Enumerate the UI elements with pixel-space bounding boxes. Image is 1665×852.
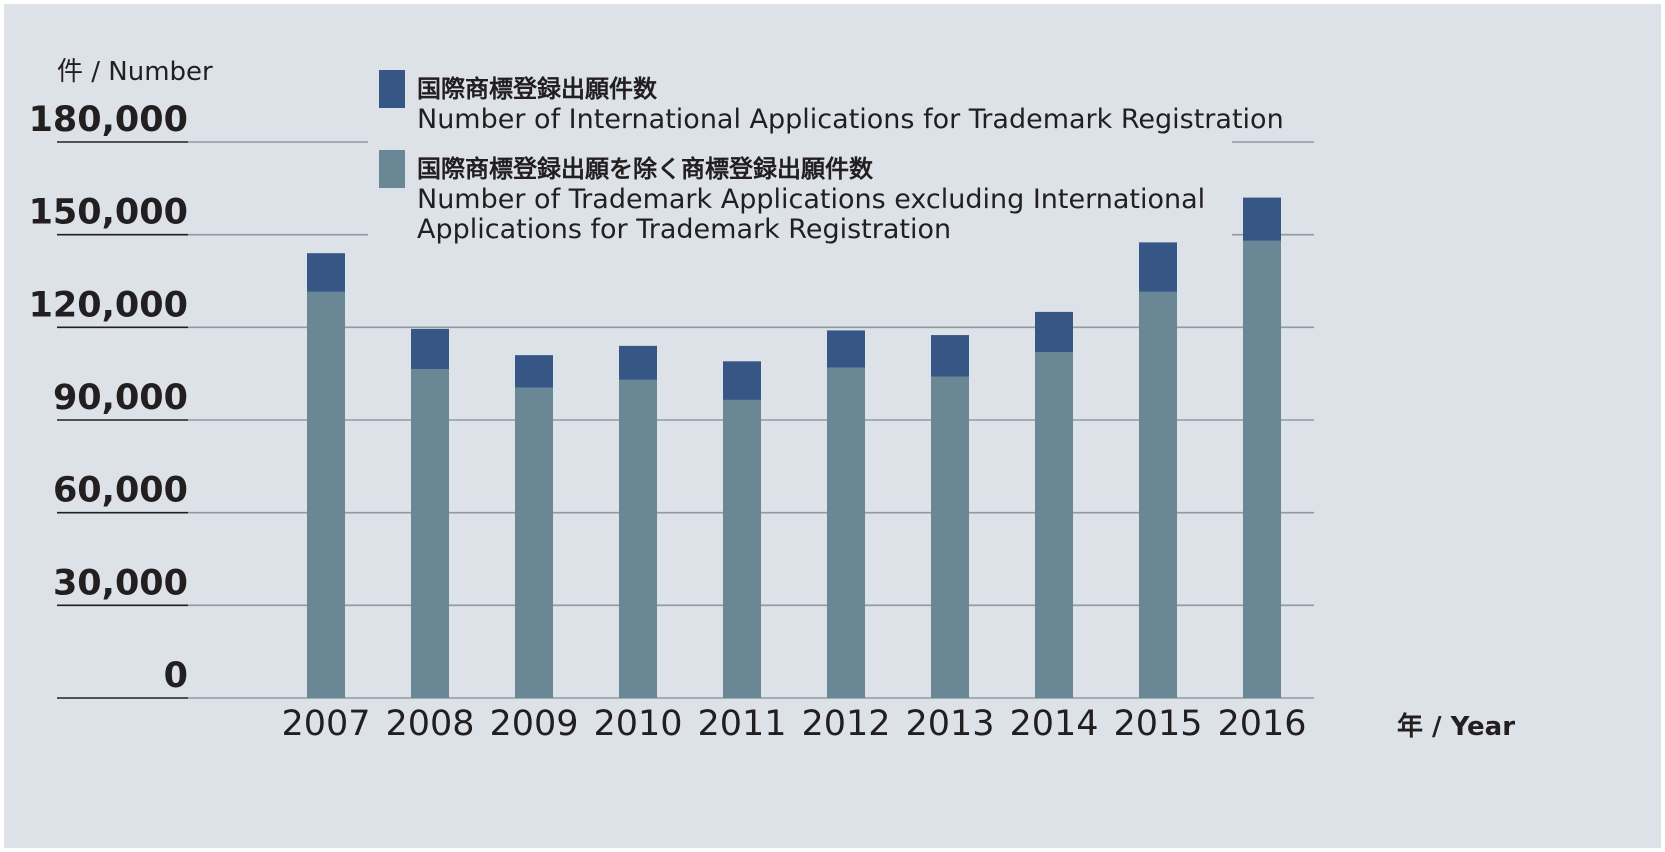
- y-tick-label: 150,000: [29, 193, 188, 233]
- x-axis-ticks: 2007 2008 2009 2010 2011 2012 2013 2014 2015 2016: [281, 704, 1306, 744]
- bar-segment-domestic: [1035, 352, 1073, 698]
- bar-segment-international: [307, 253, 345, 292]
- chart-panel: 0 30,000 60,000 90,000 120,000 150,000 180,000…: [4, 4, 1661, 848]
- x-tick-label: 2013: [905, 704, 994, 744]
- bars: [307, 197, 1281, 698]
- bar-segment-international: [411, 328, 449, 370]
- y-tick-label: 30,000: [53, 563, 188, 603]
- bar-segment-domestic: [827, 367, 865, 698]
- x-tick-label: 2009: [489, 704, 578, 744]
- x-tick-label: 2016: [1217, 704, 1306, 744]
- x-axis-label: 年 / Year: [1397, 711, 1515, 742]
- y-axis-ticks: 0 30,000 60,000 90,000 120,000 150,000 180,000: [29, 100, 188, 699]
- bar-segment-international: [1139, 242, 1177, 292]
- legend-swatch-domestic: [379, 150, 405, 188]
- x-tick-label: 2007: [281, 704, 370, 744]
- x-tick-label: 2015: [1113, 704, 1202, 744]
- y-tick-label: 180,000: [29, 100, 188, 140]
- bar-segment-international: [1243, 197, 1281, 241]
- y-tick-label: 0: [164, 656, 188, 696]
- bar-segment-domestic: [1243, 240, 1281, 698]
- bar-segment-international: [515, 355, 553, 388]
- bar-segment-international: [1035, 311, 1073, 353]
- bar-segment-international: [931, 335, 969, 377]
- legend-label-international-en: Number of International Applications for…: [417, 104, 1284, 135]
- bar-segment-international: [827, 330, 865, 368]
- legend: 国際商標登録出願件数 Number of International Appli…: [379, 70, 1284, 245]
- y-tick-label: 90,000: [53, 378, 188, 418]
- bar-segment-domestic: [411, 369, 449, 698]
- bar-segment-domestic: [931, 376, 969, 698]
- bar-segment-domestic: [619, 379, 657, 698]
- bar-segment-international: [619, 345, 657, 380]
- legend-label-domestic-jp: 国際商標登録出願を除く商標登録出願件数: [417, 155, 874, 183]
- legend-swatch-international: [379, 70, 405, 108]
- x-tick-label: 2014: [1009, 704, 1098, 744]
- stacked-bar-chart: 0 30,000 60,000 90,000 120,000 150,000 180,000…: [29, 57, 1516, 744]
- bar-segment-domestic: [723, 399, 761, 698]
- legend-label-domestic-en-line1: Number of Trademark Applications excludi…: [417, 184, 1205, 215]
- bar-segment-domestic: [1139, 291, 1177, 698]
- bar-segment-domestic: [307, 291, 345, 698]
- y-tick-label: 60,000: [53, 471, 188, 511]
- x-tick-label: 2012: [801, 704, 890, 744]
- x-tick-label: 2011: [697, 704, 786, 744]
- bar-segment-international: [723, 361, 761, 400]
- bar-segment-domestic: [515, 387, 553, 698]
- legend-label-international-jp: 国際商標登録出願件数: [417, 75, 658, 103]
- y-tick-label: 120,000: [29, 285, 188, 325]
- x-tick-label: 2010: [593, 704, 682, 744]
- y-axis-unit-label: 件 / Number: [57, 57, 213, 87]
- legend-label-domestic-en-line2: Applications for Trademark Registration: [417, 214, 951, 245]
- x-tick-label: 2008: [385, 704, 474, 744]
